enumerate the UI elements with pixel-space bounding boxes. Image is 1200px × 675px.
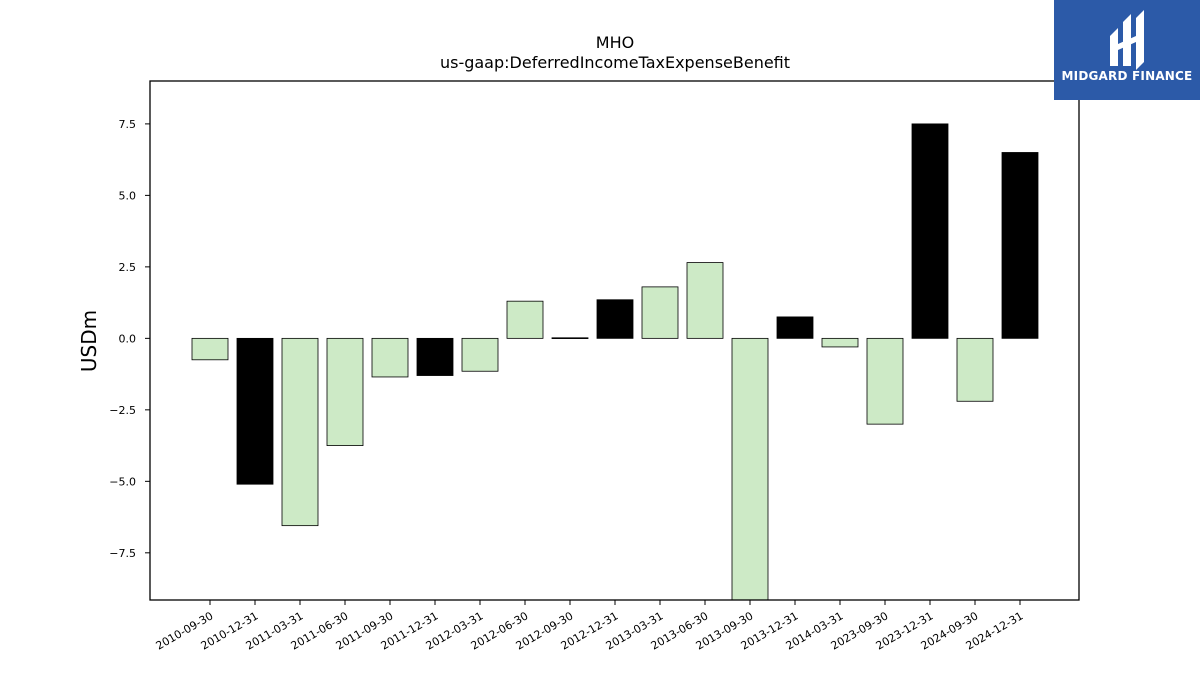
y-tick-label: −7.5 xyxy=(109,547,136,560)
y-axis-label: USDm xyxy=(77,310,101,372)
y-axis-ticks: −7.5 −5.0 −2.5 0.0 2.5 5.0 7.5 xyxy=(109,118,150,560)
y-tick-label: 2.5 xyxy=(119,261,137,274)
bar-2012-09-30 xyxy=(551,337,589,339)
bar-2013-06-30 xyxy=(686,262,724,339)
y-tick-label: 7.5 xyxy=(119,118,137,131)
x-axis-ticks: 2010-09-302010-12-312011-03-312011-06-30… xyxy=(154,600,1026,653)
logo-mark-right xyxy=(1136,10,1144,70)
bar-2024-12-31 xyxy=(1001,152,1039,339)
brand-logo: MIDGARD FINANCE xyxy=(1054,0,1200,100)
bar-2014-03-31 xyxy=(821,337,859,348)
bar-2011-12-31 xyxy=(416,337,454,376)
bar-2010-09-30 xyxy=(191,337,229,361)
logo-mark-bridge xyxy=(1118,36,1136,50)
midgard-finance-logo-icon xyxy=(1054,0,1200,100)
y-tick-label: −2.5 xyxy=(109,404,136,417)
bar-2024-09-30 xyxy=(956,337,994,402)
y-tick-label: 0.0 xyxy=(119,332,137,345)
bar-2012-12-31 xyxy=(596,299,634,339)
bar-2013-09-30 xyxy=(731,337,769,601)
chart-subtitle: us-gaap:DeferredIncomeTaxExpenseBenefit xyxy=(440,53,790,72)
logo-mark xyxy=(1110,28,1118,66)
bar-2023-09-30 xyxy=(866,337,904,425)
y-tick-label: 5.0 xyxy=(119,189,137,202)
bar-2011-06-30 xyxy=(326,337,364,446)
logo-text: MIDGARD FINANCE xyxy=(1061,69,1193,83)
bars-group xyxy=(191,123,1039,601)
bar-2010-12-31 xyxy=(236,337,274,485)
plot-frame xyxy=(149,80,1080,601)
bar-2023-12-31 xyxy=(911,123,949,339)
bar-2011-03-31 xyxy=(281,337,319,527)
bar-2012-03-31 xyxy=(461,337,499,372)
bar-2013-03-31 xyxy=(641,286,679,339)
bar-2013-12-31 xyxy=(776,316,814,339)
y-tick-label: −5.0 xyxy=(109,475,136,488)
bar-2012-06-30 xyxy=(506,300,544,339)
bar-2011-09-30 xyxy=(371,337,409,378)
chart-title: MHO xyxy=(596,33,634,52)
